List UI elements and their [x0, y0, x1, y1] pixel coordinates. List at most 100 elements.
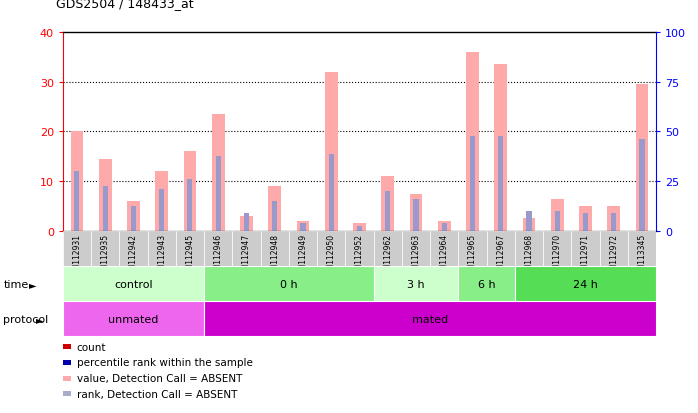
Text: GSM112972: GSM112972 — [609, 233, 618, 279]
Text: GDS2504 / 148433_at: GDS2504 / 148433_at — [56, 0, 193, 10]
Text: unmated: unmated — [108, 314, 158, 324]
Bar — [494, 65, 507, 231]
Text: 3 h: 3 h — [407, 279, 425, 289]
Bar — [63, 301, 204, 337]
Text: rank, Detection Call = ABSENT: rank, Detection Call = ABSENT — [77, 389, 237, 399]
Bar — [410, 194, 422, 231]
Text: GSM112943: GSM112943 — [157, 233, 166, 279]
Bar — [487, 231, 515, 266]
Bar — [381, 177, 394, 231]
Bar — [551, 199, 563, 231]
Text: GSM112931: GSM112931 — [73, 233, 82, 279]
Bar — [357, 226, 362, 231]
Text: GSM112942: GSM112942 — [129, 233, 138, 279]
Bar — [583, 214, 588, 231]
Bar — [442, 224, 447, 231]
Text: GSM112945: GSM112945 — [186, 233, 195, 279]
Bar — [176, 231, 204, 266]
Bar — [438, 221, 451, 231]
Bar — [607, 206, 620, 231]
Text: time: time — [3, 279, 29, 289]
Text: GSM112962: GSM112962 — [383, 233, 392, 279]
Text: ►: ► — [29, 279, 37, 289]
Bar — [244, 214, 249, 231]
Bar — [127, 202, 140, 231]
Text: 6 h: 6 h — [478, 279, 496, 289]
Bar — [329, 154, 334, 231]
Bar — [611, 214, 616, 231]
Bar — [187, 179, 193, 231]
Text: GSM112967: GSM112967 — [496, 233, 505, 279]
Bar — [272, 202, 277, 231]
Bar — [543, 231, 572, 266]
Bar — [317, 231, 346, 266]
Bar — [289, 231, 317, 266]
Bar — [353, 224, 366, 231]
Text: GSM112949: GSM112949 — [299, 233, 307, 279]
Bar — [212, 115, 225, 231]
Bar — [103, 187, 107, 231]
Bar — [204, 231, 232, 266]
Bar — [373, 231, 402, 266]
Bar — [430, 231, 459, 266]
Bar — [260, 231, 289, 266]
Bar — [119, 231, 147, 266]
Bar — [240, 216, 253, 231]
Text: GSM112971: GSM112971 — [581, 233, 590, 279]
Bar — [459, 231, 487, 266]
Text: GSM112968: GSM112968 — [524, 233, 533, 279]
Bar — [63, 231, 91, 266]
Bar — [297, 221, 309, 231]
Bar — [579, 206, 592, 231]
Text: GSM112948: GSM112948 — [270, 233, 279, 279]
Bar — [470, 137, 475, 231]
Bar — [402, 231, 430, 266]
Text: value, Detection Call = ABSENT: value, Detection Call = ABSENT — [77, 373, 242, 383]
Text: control: control — [114, 279, 153, 289]
Bar — [204, 266, 373, 301]
Bar — [498, 137, 503, 231]
Bar — [385, 192, 390, 231]
Bar — [459, 266, 515, 301]
Bar — [523, 219, 535, 231]
Bar — [346, 231, 373, 266]
Text: GSM112950: GSM112950 — [327, 233, 336, 279]
Text: GSM112947: GSM112947 — [242, 233, 251, 279]
Bar — [184, 152, 196, 231]
Text: ►: ► — [36, 314, 44, 324]
Text: percentile rank within the sample: percentile rank within the sample — [77, 358, 253, 368]
Text: GSM112965: GSM112965 — [468, 233, 477, 279]
Bar — [628, 231, 656, 266]
Text: mated: mated — [412, 314, 448, 324]
Text: 0 h: 0 h — [280, 279, 297, 289]
Bar — [232, 231, 260, 266]
Text: GSM112935: GSM112935 — [101, 233, 110, 279]
Bar — [636, 85, 648, 231]
Bar — [555, 211, 560, 231]
Text: protocol: protocol — [3, 314, 49, 324]
Bar — [216, 157, 221, 231]
Bar — [268, 187, 281, 231]
Bar — [300, 224, 306, 231]
Bar — [466, 53, 479, 231]
Bar — [156, 172, 168, 231]
Bar — [75, 172, 80, 231]
Bar — [413, 199, 419, 231]
Text: count: count — [77, 342, 106, 352]
Bar — [147, 231, 176, 266]
Bar — [515, 266, 656, 301]
Bar — [70, 132, 83, 231]
Text: GSM112964: GSM112964 — [440, 233, 449, 279]
Text: GSM112952: GSM112952 — [355, 233, 364, 279]
Text: GSM113345: GSM113345 — [637, 233, 646, 279]
Bar — [515, 231, 543, 266]
Bar — [325, 73, 338, 231]
Text: GSM112963: GSM112963 — [412, 233, 420, 279]
Bar — [639, 140, 644, 231]
Text: GSM112946: GSM112946 — [214, 233, 223, 279]
Bar — [204, 301, 656, 337]
Bar — [99, 159, 112, 231]
Bar — [91, 231, 119, 266]
Bar — [600, 231, 628, 266]
Bar — [131, 206, 136, 231]
